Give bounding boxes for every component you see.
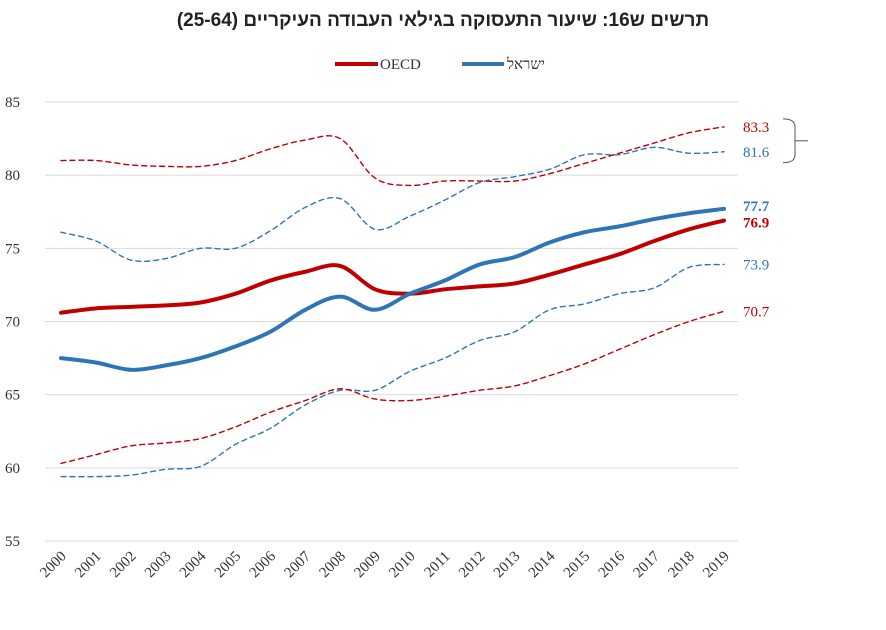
y-tick-label-70: 70 — [5, 315, 20, 331]
x-tick-label-2010: 2010 — [386, 549, 419, 582]
y-tick-label-80: 80 — [5, 168, 20, 184]
series-line-0 — [59, 218, 726, 315]
end-label-5: 70.7 — [743, 304, 770, 320]
x-tick-label-2008: 2008 — [316, 549, 349, 582]
y-tick-label-65: 65 — [5, 388, 20, 404]
end-label-0: 76.9 — [743, 216, 769, 232]
x-tick-label-2014: 2014 — [526, 548, 559, 581]
x-tick-label-2016: 2016 — [596, 548, 629, 581]
end-label-3: 81.6 — [743, 145, 770, 161]
series-line-2 — [60, 126, 725, 187]
chart-title: תרשים ש16: שיעור התעסוקה בגילאי העבודה ה… — [176, 10, 710, 31]
x-tick-label-2002: 2002 — [107, 549, 140, 582]
x-tick-label-2017: 2017 — [631, 548, 664, 581]
series-line-1 — [59, 206, 726, 372]
x-tick-label-2018: 2018 — [665, 549, 698, 582]
y-tick-label-60: 60 — [5, 461, 20, 477]
x-tick-label-2015: 2015 — [561, 549, 594, 582]
legend-label-israel: ישראל — [506, 56, 545, 73]
end-label-2: 83.3 — [743, 120, 769, 136]
x-tick-label-2004: 2004 — [177, 548, 210, 581]
x-tick-label-2013: 2013 — [491, 549, 524, 582]
end-label-1: 77.7 — [743, 199, 770, 215]
x-tick-label-2000: 2000 — [37, 549, 70, 582]
x-tick-label-2006: 2006 — [247, 548, 280, 581]
x-tick-label-2012: 2012 — [456, 549, 489, 582]
series-line-5 — [60, 310, 725, 465]
x-tick-label-2007: 2007 — [282, 548, 315, 581]
legend-label-oecd: OECD — [380, 57, 421, 73]
series-line-4 — [60, 263, 725, 478]
x-tick-label-2011: 2011 — [422, 549, 454, 581]
series-line-3 — [60, 146, 725, 263]
y-tick-label-85: 85 — [5, 95, 20, 111]
bracket-shape — [782, 118, 796, 164]
end-label-4: 73.9 — [743, 257, 769, 273]
y-tick-label-55: 55 — [5, 534, 20, 550]
x-tick-label-2019: 2019 — [700, 549, 733, 582]
x-tick-label-2005: 2005 — [212, 549, 245, 582]
x-tick-label-2003: 2003 — [142, 549, 175, 582]
x-tick-label-2009: 2009 — [351, 549, 384, 582]
y-tick-label-75: 75 — [5, 241, 20, 257]
x-tick-label-2001: 2001 — [72, 549, 105, 582]
